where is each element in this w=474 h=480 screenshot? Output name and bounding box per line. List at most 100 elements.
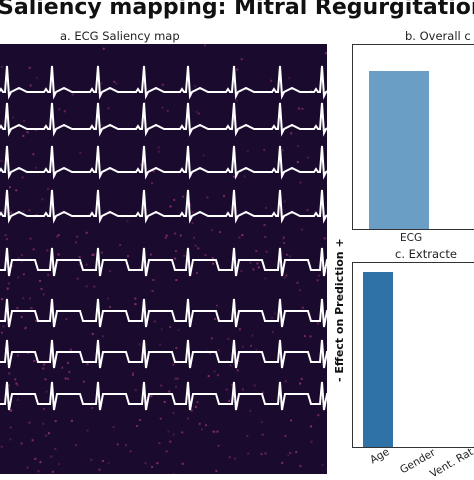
saliency-speck [211,229,213,231]
saliency-speck [15,189,17,191]
saliency-speck [173,434,175,436]
saliency-speck [172,364,174,366]
saliency-speck [158,442,160,444]
saliency-speck [197,401,199,403]
saliency-speck [187,418,189,420]
saliency-speck [139,419,141,421]
saliency-speck [264,236,266,238]
saliency-speck [168,430,170,432]
saliency-speck [298,108,300,110]
saliency-speck [234,458,236,460]
saliency-speck [150,254,152,256]
saliency-speck [43,294,45,296]
saliency-speck [152,290,154,292]
saliency-speck [23,210,25,212]
saliency-speck [196,111,198,113]
saliency-speck [304,335,306,337]
saliency-speck [22,177,24,179]
saliency-speck [9,186,11,188]
saliency-speck [182,463,184,465]
saliency-speck [239,328,241,330]
saliency-speck [218,349,220,351]
saliency-speck [310,425,312,427]
saliency-speck [295,451,297,453]
saliency-speck [134,298,136,300]
saliency-speck [23,273,25,275]
overall-panel-title: b. Overall c [405,29,471,43]
saliency-speck [197,247,199,249]
saliency-speck [281,462,283,464]
saliency-speck [219,231,221,233]
saliency-speck [33,360,35,362]
saliency-speck [151,466,153,468]
saliency-speck [8,384,10,386]
saliency-speck [152,279,154,281]
saliency-speck [61,367,63,369]
saliency-speck [67,378,69,380]
saliency-speck [17,354,19,356]
saliency-speck [297,145,299,147]
saliency-speck [195,245,197,247]
saliency-speck [36,77,38,79]
saliency-speck [227,338,229,340]
saliency-speck [145,462,147,464]
saliency-speck [284,200,286,202]
saliency-speck [307,157,309,159]
saliency-speck [14,378,16,380]
saliency-speck [93,286,95,288]
saliency-speck [325,52,327,54]
saliency-speck [258,266,260,268]
extracted-x-tick: Age [368,446,392,467]
saliency-speck [45,435,47,437]
saliency-speck [17,384,19,386]
saliency-speck [156,462,158,464]
saliency-speck [246,435,248,437]
saliency-speck [40,461,42,463]
saliency-speck [113,81,115,83]
saliency-speck [285,380,287,382]
extracted-panel-title: c. Extracte [395,247,457,261]
saliency-speck [283,242,285,244]
saliency-speck [262,434,264,436]
ecg-lead-trace [0,146,327,176]
saliency-speck [7,288,9,290]
saliency-speck [27,467,29,469]
saliency-speck [251,335,253,337]
saliency-speck [9,438,11,440]
saliency-speck [127,255,129,257]
saliency-speck [83,381,85,383]
saliency-speck [139,267,141,269]
saliency-speck [230,365,232,367]
ecg-lead-trace [0,190,327,220]
saliency-speck [31,307,33,309]
saliency-speck [301,108,303,110]
saliency-speck [180,235,182,237]
saliency-speck [21,254,23,256]
saliency-speck [109,306,111,308]
saliency-speck [46,391,48,393]
saliency-speck [299,383,301,385]
saliency-speck [58,463,60,465]
saliency-speck [34,458,36,460]
saliency-speck [177,378,179,380]
saliency-speck [151,182,153,184]
saliency-speck [150,395,152,397]
saliency-speck [289,255,291,257]
saliency-speck [6,238,8,240]
saliency-speck [161,328,163,330]
saliency-speck [169,441,171,443]
saliency-speck [29,422,31,424]
saliency-speck [168,391,170,393]
saliency-speck [239,237,241,239]
saliency-speck [160,385,162,387]
saliency-speck [30,84,32,86]
saliency-speck [45,378,47,380]
saliency-speck [16,307,18,309]
saliency-speck [42,368,44,370]
saliency-speck [212,257,214,259]
saliency-speck [175,250,177,252]
saliency-speck [208,375,210,377]
saliency-speck [283,236,285,238]
saliency-speck [182,196,184,198]
ecg-lead-trace [0,66,327,96]
